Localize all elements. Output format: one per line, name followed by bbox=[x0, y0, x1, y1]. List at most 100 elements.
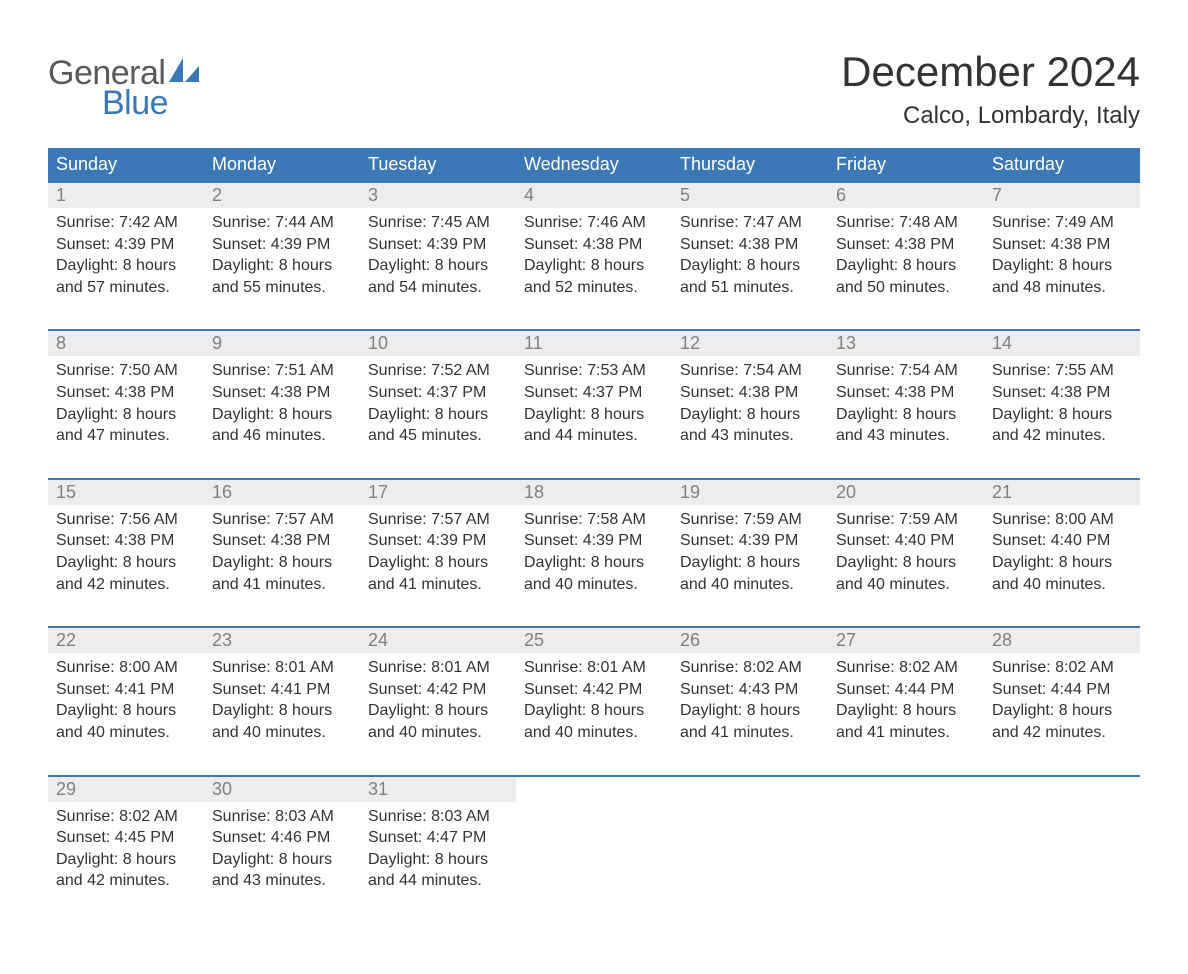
sunset-line: Sunset: 4:46 PM bbox=[212, 827, 352, 849]
sunset-line: Sunset: 4:40 PM bbox=[836, 530, 976, 552]
day-number-cell: 30 bbox=[204, 776, 360, 802]
day-number-cell: 27 bbox=[828, 627, 984, 653]
day-body-cell: Sunrise: 7:57 AMSunset: 4:39 PMDaylight:… bbox=[360, 505, 516, 617]
day-number-cell: 9 bbox=[204, 330, 360, 356]
daylight-line: Daylight: 8 hours and 40 minutes. bbox=[992, 552, 1132, 595]
daylight-line: Daylight: 8 hours and 41 minutes. bbox=[212, 552, 352, 595]
sunset-line: Sunset: 4:38 PM bbox=[836, 382, 976, 404]
day-body-cell: Sunrise: 7:48 AMSunset: 4:38 PMDaylight:… bbox=[828, 208, 984, 320]
location-subtitle: Calco, Lombardy, Italy bbox=[841, 102, 1140, 130]
day-number-cell: 13 bbox=[828, 330, 984, 356]
calendar-table: SundayMondayTuesdayWednesdayThursdayFrid… bbox=[48, 148, 1140, 914]
sunrise-line: Sunrise: 7:47 AM bbox=[680, 212, 820, 234]
day-number-cell: 29 bbox=[48, 776, 204, 802]
sunset-line: Sunset: 4:37 PM bbox=[368, 382, 508, 404]
week-daynum-row: 15161718192021 bbox=[48, 479, 1140, 505]
daylight-line: Daylight: 8 hours and 47 minutes. bbox=[56, 404, 196, 447]
day-body-cell: Sunrise: 7:49 AMSunset: 4:38 PMDaylight:… bbox=[984, 208, 1140, 320]
sunrise-line: Sunrise: 7:44 AM bbox=[212, 212, 352, 234]
week-body-row: Sunrise: 7:56 AMSunset: 4:38 PMDaylight:… bbox=[48, 505, 1140, 617]
sunrise-line: Sunrise: 8:03 AM bbox=[212, 806, 352, 828]
daylight-line: Daylight: 8 hours and 40 minutes. bbox=[368, 700, 508, 743]
daylight-line: Daylight: 8 hours and 42 minutes. bbox=[992, 700, 1132, 743]
week-daynum-row: 1234567 bbox=[48, 182, 1140, 208]
daylight-line: Daylight: 8 hours and 57 minutes. bbox=[56, 255, 196, 298]
sunset-line: Sunset: 4:39 PM bbox=[680, 530, 820, 552]
day-number-cell: 2 bbox=[204, 182, 360, 208]
brand-logo: General Blue bbox=[48, 48, 199, 120]
sunset-line: Sunset: 4:38 PM bbox=[56, 382, 196, 404]
day-body-cell: Sunrise: 7:44 AMSunset: 4:39 PMDaylight:… bbox=[204, 208, 360, 320]
sunset-line: Sunset: 4:39 PM bbox=[56, 234, 196, 256]
sunset-line: Sunset: 4:42 PM bbox=[524, 679, 664, 701]
sunrise-line: Sunrise: 7:52 AM bbox=[368, 360, 508, 382]
daylight-line: Daylight: 8 hours and 44 minutes. bbox=[368, 849, 508, 892]
daylight-line: Daylight: 8 hours and 45 minutes. bbox=[368, 404, 508, 447]
weekday-header: Wednesday bbox=[516, 148, 672, 182]
day-body-cell: Sunrise: 7:51 AMSunset: 4:38 PMDaylight:… bbox=[204, 356, 360, 468]
sunrise-line: Sunrise: 8:00 AM bbox=[992, 509, 1132, 531]
sunrise-line: Sunrise: 8:03 AM bbox=[368, 806, 508, 828]
day-body-cell: Sunrise: 8:03 AMSunset: 4:47 PMDaylight:… bbox=[360, 802, 516, 914]
daylight-line: Daylight: 8 hours and 40 minutes. bbox=[56, 700, 196, 743]
day-number-cell: 5 bbox=[672, 182, 828, 208]
day-body-cell bbox=[672, 802, 828, 914]
week-body-row: Sunrise: 8:02 AMSunset: 4:45 PMDaylight:… bbox=[48, 802, 1140, 914]
sunset-line: Sunset: 4:41 PM bbox=[212, 679, 352, 701]
sunrise-line: Sunrise: 7:51 AM bbox=[212, 360, 352, 382]
weekday-header: Saturday bbox=[984, 148, 1140, 182]
day-number-cell: 21 bbox=[984, 479, 1140, 505]
weekday-header: Friday bbox=[828, 148, 984, 182]
page-header: General Blue December 2024 Calco, Lombar… bbox=[48, 48, 1140, 130]
day-number-cell: 17 bbox=[360, 479, 516, 505]
sunset-line: Sunset: 4:38 PM bbox=[992, 234, 1132, 256]
day-number-cell: 31 bbox=[360, 776, 516, 802]
day-body-cell: Sunrise: 8:00 AMSunset: 4:40 PMDaylight:… bbox=[984, 505, 1140, 617]
sunrise-line: Sunrise: 7:46 AM bbox=[524, 212, 664, 234]
day-body-cell bbox=[516, 802, 672, 914]
sunset-line: Sunset: 4:44 PM bbox=[836, 679, 976, 701]
sunset-line: Sunset: 4:38 PM bbox=[836, 234, 976, 256]
day-body-cell: Sunrise: 7:45 AMSunset: 4:39 PMDaylight:… bbox=[360, 208, 516, 320]
sunrise-line: Sunrise: 7:55 AM bbox=[992, 360, 1132, 382]
sunrise-line: Sunrise: 7:57 AM bbox=[368, 509, 508, 531]
daylight-line: Daylight: 8 hours and 46 minutes. bbox=[212, 404, 352, 447]
day-number-cell: 11 bbox=[516, 330, 672, 356]
sunset-line: Sunset: 4:42 PM bbox=[368, 679, 508, 701]
week-body-row: Sunrise: 7:50 AMSunset: 4:38 PMDaylight:… bbox=[48, 356, 1140, 468]
day-number-cell: 10 bbox=[360, 330, 516, 356]
day-body-cell: Sunrise: 8:02 AMSunset: 4:44 PMDaylight:… bbox=[828, 653, 984, 765]
daylight-line: Daylight: 8 hours and 42 minutes. bbox=[56, 552, 196, 595]
daylight-line: Daylight: 8 hours and 40 minutes. bbox=[524, 552, 664, 595]
sunset-line: Sunset: 4:47 PM bbox=[368, 827, 508, 849]
sunset-line: Sunset: 4:43 PM bbox=[680, 679, 820, 701]
day-body-cell: Sunrise: 8:00 AMSunset: 4:41 PMDaylight:… bbox=[48, 653, 204, 765]
day-number-cell: 28 bbox=[984, 627, 1140, 653]
day-body-cell: Sunrise: 7:42 AMSunset: 4:39 PMDaylight:… bbox=[48, 208, 204, 320]
day-number-cell: 6 bbox=[828, 182, 984, 208]
day-body-cell: Sunrise: 8:02 AMSunset: 4:43 PMDaylight:… bbox=[672, 653, 828, 765]
day-number-cell bbox=[672, 776, 828, 802]
weekday-header: Sunday bbox=[48, 148, 204, 182]
daylight-line: Daylight: 8 hours and 54 minutes. bbox=[368, 255, 508, 298]
day-body-cell: Sunrise: 8:01 AMSunset: 4:41 PMDaylight:… bbox=[204, 653, 360, 765]
day-body-cell: Sunrise: 7:50 AMSunset: 4:38 PMDaylight:… bbox=[48, 356, 204, 468]
sunset-line: Sunset: 4:38 PM bbox=[56, 530, 196, 552]
day-body-cell: Sunrise: 8:02 AMSunset: 4:45 PMDaylight:… bbox=[48, 802, 204, 914]
sunrise-line: Sunrise: 8:02 AM bbox=[992, 657, 1132, 679]
daylight-line: Daylight: 8 hours and 40 minutes. bbox=[524, 700, 664, 743]
day-number-cell bbox=[984, 776, 1140, 802]
sunrise-line: Sunrise: 7:58 AM bbox=[524, 509, 664, 531]
day-number-cell: 20 bbox=[828, 479, 984, 505]
sunrise-line: Sunrise: 7:54 AM bbox=[680, 360, 820, 382]
sunset-line: Sunset: 4:39 PM bbox=[368, 234, 508, 256]
daylight-line: Daylight: 8 hours and 44 minutes. bbox=[524, 404, 664, 447]
day-number-cell: 3 bbox=[360, 182, 516, 208]
sunset-line: Sunset: 4:38 PM bbox=[680, 382, 820, 404]
day-body-cell: Sunrise: 8:02 AMSunset: 4:44 PMDaylight:… bbox=[984, 653, 1140, 765]
sunrise-line: Sunrise: 8:01 AM bbox=[212, 657, 352, 679]
daylight-line: Daylight: 8 hours and 48 minutes. bbox=[992, 255, 1132, 298]
week-daynum-row: 891011121314 bbox=[48, 330, 1140, 356]
day-body-cell: Sunrise: 7:54 AMSunset: 4:38 PMDaylight:… bbox=[828, 356, 984, 468]
sunrise-line: Sunrise: 7:45 AM bbox=[368, 212, 508, 234]
